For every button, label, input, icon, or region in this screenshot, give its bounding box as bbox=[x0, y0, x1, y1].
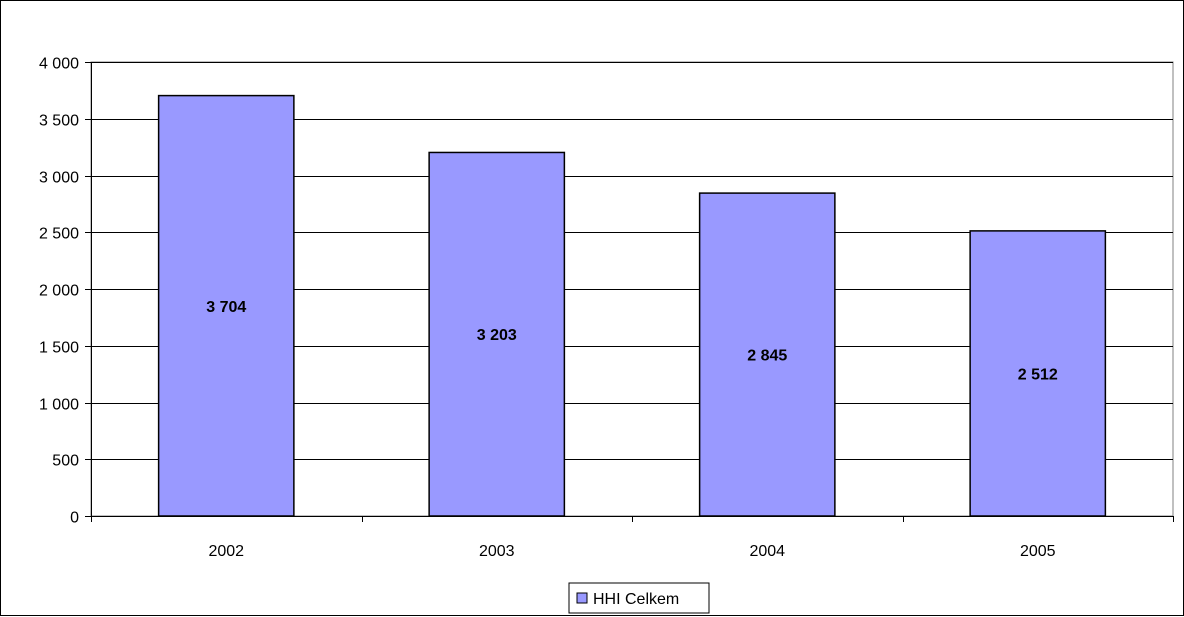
x-tick-label: 2003 bbox=[479, 543, 515, 560]
legend: HHI Celkem bbox=[569, 583, 709, 613]
y-tick-label: 4 000 bbox=[39, 56, 79, 73]
y-tick-label: 3 000 bbox=[39, 170, 79, 187]
legend-label: HHI Celkem bbox=[593, 591, 679, 608]
data-label-2004: 2 845 bbox=[747, 348, 787, 365]
x-tick-label: 2005 bbox=[1020, 543, 1056, 560]
y-tick-label: 1 000 bbox=[39, 397, 79, 414]
legend-swatch bbox=[577, 593, 587, 603]
y-tick-label: 1 500 bbox=[39, 340, 79, 357]
x-tick-label: 2004 bbox=[749, 543, 785, 560]
y-tick-label: 2 500 bbox=[39, 226, 79, 243]
x-axis: 2002 2003 2004 2005 bbox=[91, 516, 1174, 560]
y-axis: 0 500 1 000 1 500 2 000 2 500 3 000 3 500 4 000 bbox=[39, 56, 92, 527]
y-tick-label: 2 000 bbox=[39, 283, 79, 300]
y-tick-label: 0 bbox=[70, 510, 79, 527]
y-tick-label: 500 bbox=[52, 453, 79, 470]
data-label-2002: 3 704 bbox=[206, 299, 246, 316]
x-tick-label: 2002 bbox=[208, 543, 244, 560]
y-tick-label: 3 500 bbox=[39, 113, 79, 130]
data-label-2003: 3 203 bbox=[477, 327, 517, 344]
data-label-2005: 2 512 bbox=[1018, 366, 1058, 383]
